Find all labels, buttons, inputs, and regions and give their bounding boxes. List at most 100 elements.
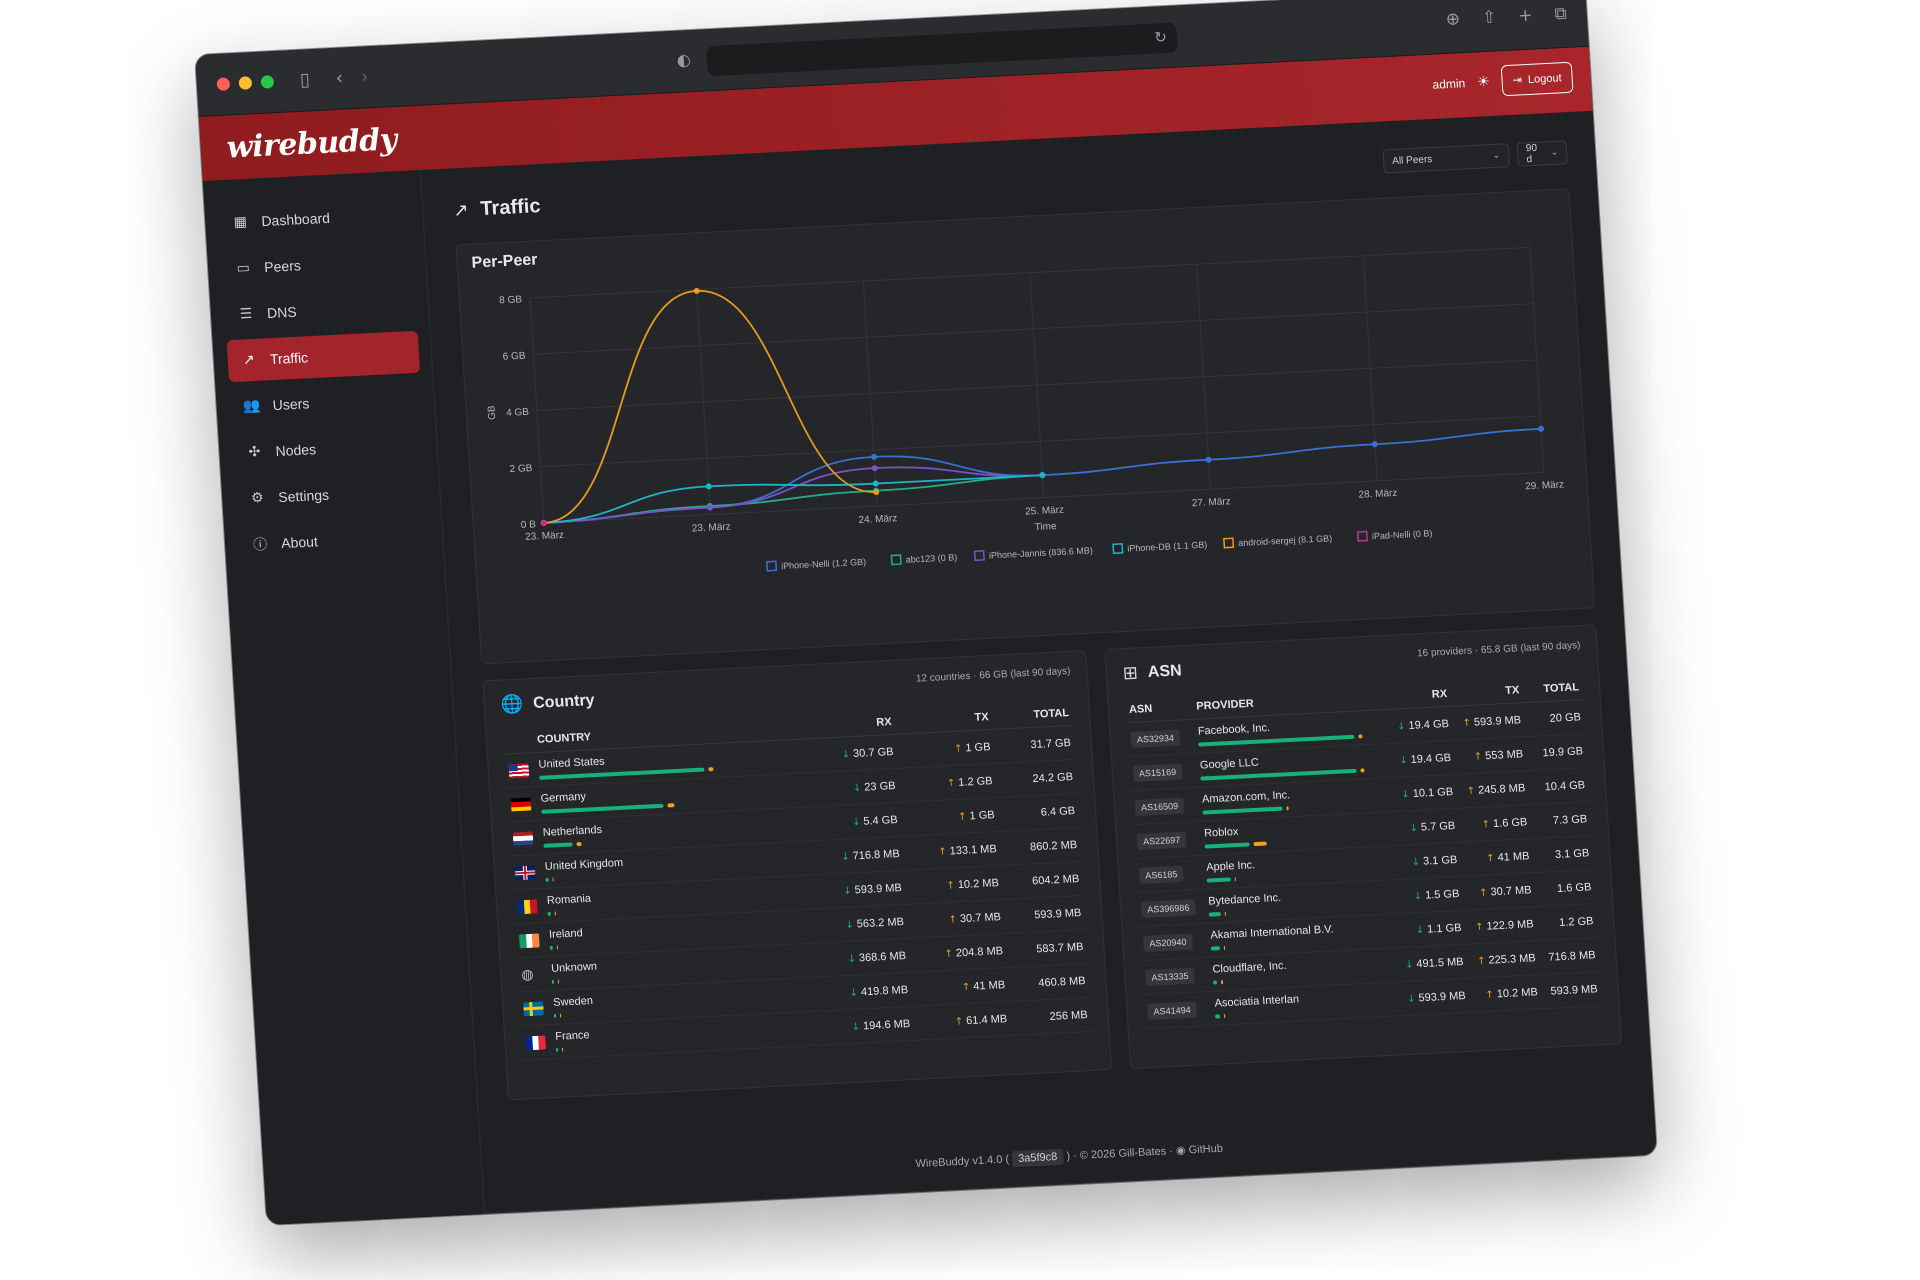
asn-column-header[interactable]: ASN [1124,694,1194,723]
back-icon[interactable]: ‹ [335,67,344,89]
series-point[interactable] [873,488,880,495]
commit-hash[interactable]: 3a5f9c8 [1011,1148,1064,1168]
legend-entry[interactable]: iPhone-Nelli (1.2 GB) [781,557,867,571]
rx-value: 1.5 GB [1424,887,1460,902]
series-point[interactable] [1371,441,1378,448]
legend-entry[interactable]: iPhone-DB (1.1 GB) [1127,540,1208,554]
asn-cell: AS396986 [1136,889,1206,927]
arrow-up-icon: ↑ [948,913,958,926]
tx-cell: ↑ 1 GB [900,797,1000,837]
legend-entry[interactable]: abc123 (0 B) [905,552,957,565]
rx-value: 19.4 GB [1408,717,1450,732]
flag-part [523,1000,544,1016]
total-column-header[interactable]: TOTAL [1522,675,1584,703]
rx-share-bar [543,841,573,848]
flag-cell [503,752,536,789]
reload-icon[interactable]: ↻ [1153,28,1168,47]
sidebar-item-traffic[interactable]: ↗ Traffic [226,330,421,383]
y-tick-label: 2 GB [509,463,533,475]
total-value: 19.9 GB [1526,733,1589,771]
address-bar[interactable]: ↻ [706,22,1178,77]
series-point[interactable] [871,453,878,460]
peer-filter-value: All Peers [1391,153,1433,167]
rx-value: 716.8 MB [852,847,901,862]
arrow-down-icon: ↓ [845,919,855,931]
tx-value: 61.4 MB [965,1012,1008,1027]
new-tab-icon[interactable]: + [1517,5,1534,27]
app-logo[interactable]: wirebuddy [225,121,398,166]
series-point[interactable] [1538,425,1545,432]
logout-label: Logout [1527,71,1562,86]
app-body: ▦ Dashboard ▭ Peers ☰ DNS ↗ Traffic 👥 Users ✣ Nodes… [202,111,1657,1225]
chart-line-icon: ↗ [242,351,256,369]
sidebar-toggle-icon[interactable]: ▯ [299,69,311,91]
tx-cell: ↑ 1 GB [896,729,996,769]
minimize-window-button[interactable] [238,76,253,90]
arrow-up-icon: ↑ [954,1015,964,1028]
asn-card: ⊞ ASN 16 providers · 65.8 GB (last 90 da… [1104,624,1623,1070]
rx-share-bar [553,1013,557,1018]
tx-column-header[interactable]: TX [1450,678,1524,707]
per-peer-line-chart: 0 B 2 GB 4 GB 6 GB 8 GB 23. März 23. März 24. M… [486,246,1564,572]
provider-name-wrap: Bytedance Inc. [1208,887,1388,917]
asn-badge: AS15169 [1132,763,1183,782]
rx-share-bar [1209,911,1222,917]
github-link[interactable]: GitHub [1188,1142,1224,1157]
arrow-up-icon: ↑ [1466,785,1476,797]
share-icon[interactable]: ⇧ [1481,7,1497,29]
privacy-shield-icon[interactable]: ◐ [676,50,692,70]
arrow-down-icon: ↓ [1413,890,1423,902]
rx-share-bar [545,877,550,882]
tab-overview-icon[interactable]: ⧉ [1553,3,1568,25]
logout-button[interactable]: ⇥ Logout [1500,61,1574,97]
rx-value: 10.1 GB [1412,785,1454,800]
arrow-up-icon: ↑ [944,948,954,960]
sidebar-item-peers[interactable]: ▭ Peers [221,239,415,291]
series-point[interactable] [872,480,879,487]
sidebar-item-dns[interactable]: ☰ DNS [224,285,418,337]
rx-column-header[interactable]: RX [1378,681,1452,710]
y-tick-label: 0 B [521,519,537,531]
country-flag-icon [508,762,530,778]
sidebar-item-dashboard[interactable]: ▦ Dashboard [218,193,412,245]
window-controls [216,75,275,91]
series-point[interactable] [705,483,712,490]
provider-name-wrap: Akamai International B.V. [1210,921,1390,951]
info-icon: ⓘ [252,536,268,554]
range-filter-select[interactable]: 90 d ⌄ [1516,140,1568,167]
close-window-button[interactable] [216,77,231,91]
tx-cell: ↑ 30.7 MB [906,899,1006,939]
series-point[interactable] [540,519,547,526]
arrow-down-icon: ↓ [1411,856,1421,868]
rx-cell: ↓ 23 GB [801,768,901,808]
sidebar-item-users[interactable]: 👥 Users [229,377,423,429]
tx-value: 245.8 MB [1477,781,1526,797]
sidebar-item-about[interactable]: ⓘ About [238,515,432,567]
country-flag-icon [514,864,536,880]
tx-share-bar [557,979,560,984]
tx-cell: ↑ 41 MB [911,967,1011,1007]
zoom-window-button[interactable] [260,75,275,89]
x-gridline [1029,272,1045,498]
x-axis-title: Time [1034,521,1057,533]
theme-toggle-icon[interactable]: ☀ [1476,73,1491,91]
rx-share-bar [1211,945,1221,951]
legend-entry[interactable]: android-sergej (8.1 GB) [1238,533,1333,548]
sidebar-item-nodes[interactable]: ✣ Nodes [232,423,426,475]
legend-entry[interactable]: iPad-Nelli (0 B) [1372,528,1433,541]
total-value: 860.2 MB [999,827,1083,866]
total-value: 1.6 GB [1534,869,1597,907]
sidebar-item-settings[interactable]: ⚙ Settings [235,469,429,521]
series-point[interactable] [1039,472,1046,479]
series-point[interactable] [693,287,700,294]
download-icon[interactable]: ⊕ [1445,9,1461,30]
series-point[interactable] [1205,456,1212,463]
forward-icon[interactable]: › [360,66,369,88]
arrow-down-icon: ↓ [1409,822,1419,834]
legend-entry[interactable]: iPhone-Jannis (836.6 MB) [989,545,1094,560]
series-point[interactable] [706,504,714,511]
series-point[interactable] [871,465,878,472]
rx-cell: ↓ 19.4 GB [1379,706,1454,744]
browser-actions: ⊕ ⇧ + ⧉ [1445,4,1567,30]
x-gridline [1196,264,1211,490]
